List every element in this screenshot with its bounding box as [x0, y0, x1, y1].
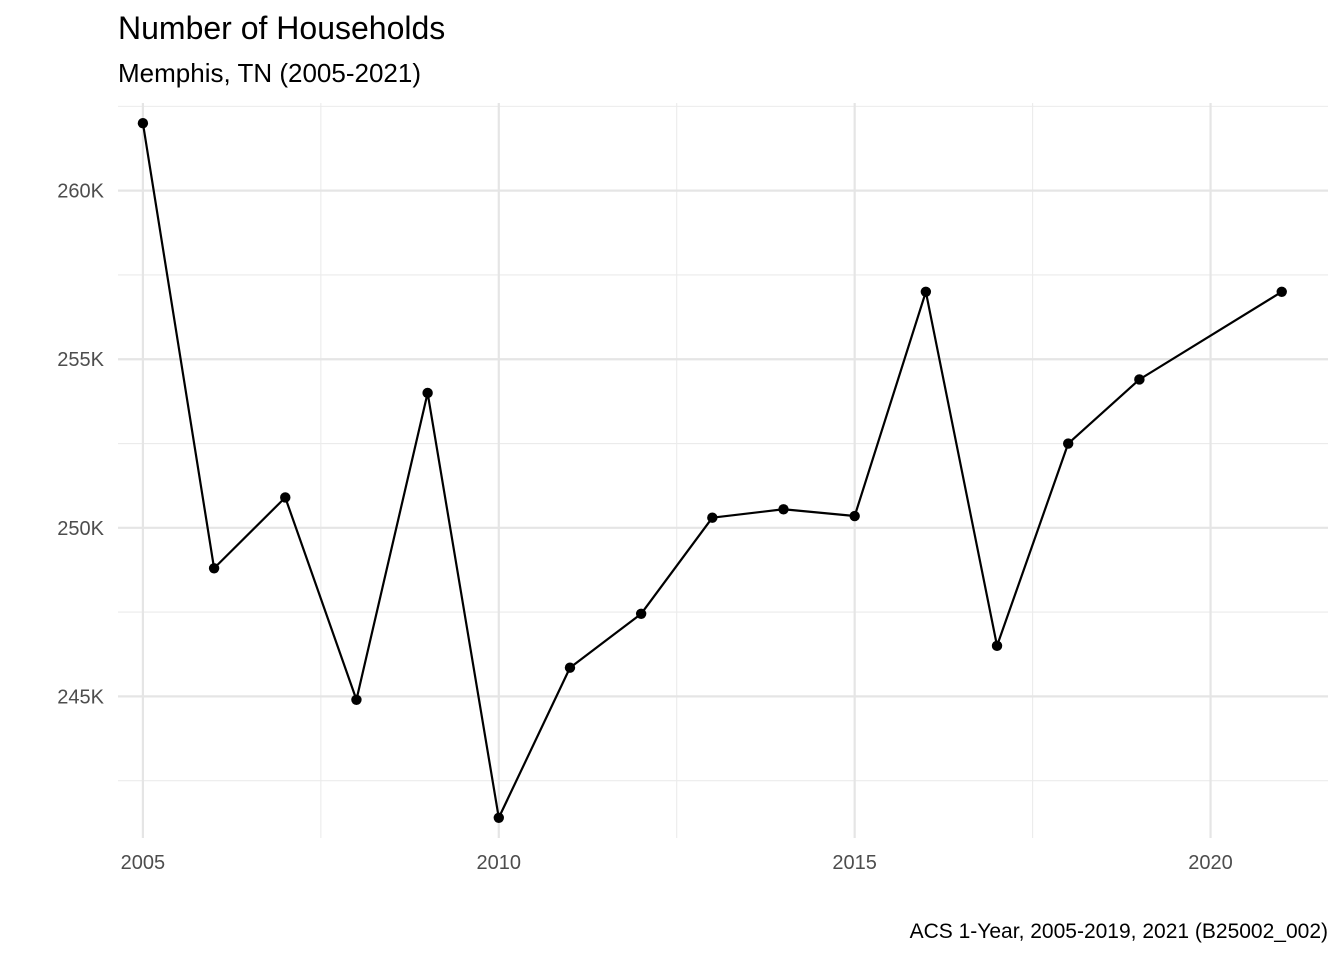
data-point — [280, 492, 291, 503]
y-tick-label: 250K — [57, 518, 104, 540]
series-points-group — [137, 118, 1287, 823]
data-point — [351, 694, 362, 705]
chart-subtitle: Memphis, TN (2005-2021) — [118, 58, 421, 88]
data-point — [778, 504, 789, 515]
y-tick-label: 255K — [57, 349, 104, 371]
series-line-group — [141, 123, 1283, 819]
x-tick-label: 2015 — [832, 852, 877, 874]
data-point — [707, 512, 718, 523]
data-point — [635, 608, 647, 619]
y-tick-label: 245K — [57, 686, 104, 708]
series-line — [141, 123, 1283, 819]
chart-title: Number of Households — [118, 10, 446, 46]
grid-minor — [118, 103, 1328, 838]
data-point — [137, 118, 149, 129]
x-axis-tick-labels: 2005 2010 2015 2020 — [121, 852, 1233, 874]
data-point — [1063, 438, 1074, 449]
data-point — [991, 640, 1003, 652]
data-point — [920, 286, 932, 298]
data-point — [493, 812, 504, 823]
data-point — [1134, 374, 1145, 385]
x-tick-label: 2020 — [1188, 852, 1233, 874]
data-point — [849, 510, 860, 522]
data-point — [564, 662, 576, 673]
x-tick-label: 2005 — [121, 852, 166, 874]
x-tick-label: 2010 — [477, 852, 522, 874]
data-point — [208, 563, 220, 574]
grid-major — [118, 103, 1328, 838]
data-point — [422, 387, 433, 399]
y-tick-label: 260K — [57, 181, 104, 203]
chart-caption: ACS 1-Year, 2005-2019, 2021 (B25002_002) — [909, 920, 1328, 943]
data-point — [1276, 286, 1287, 298]
y-axis-tick-labels: 245K 250K 255K 260K — [57, 181, 104, 709]
